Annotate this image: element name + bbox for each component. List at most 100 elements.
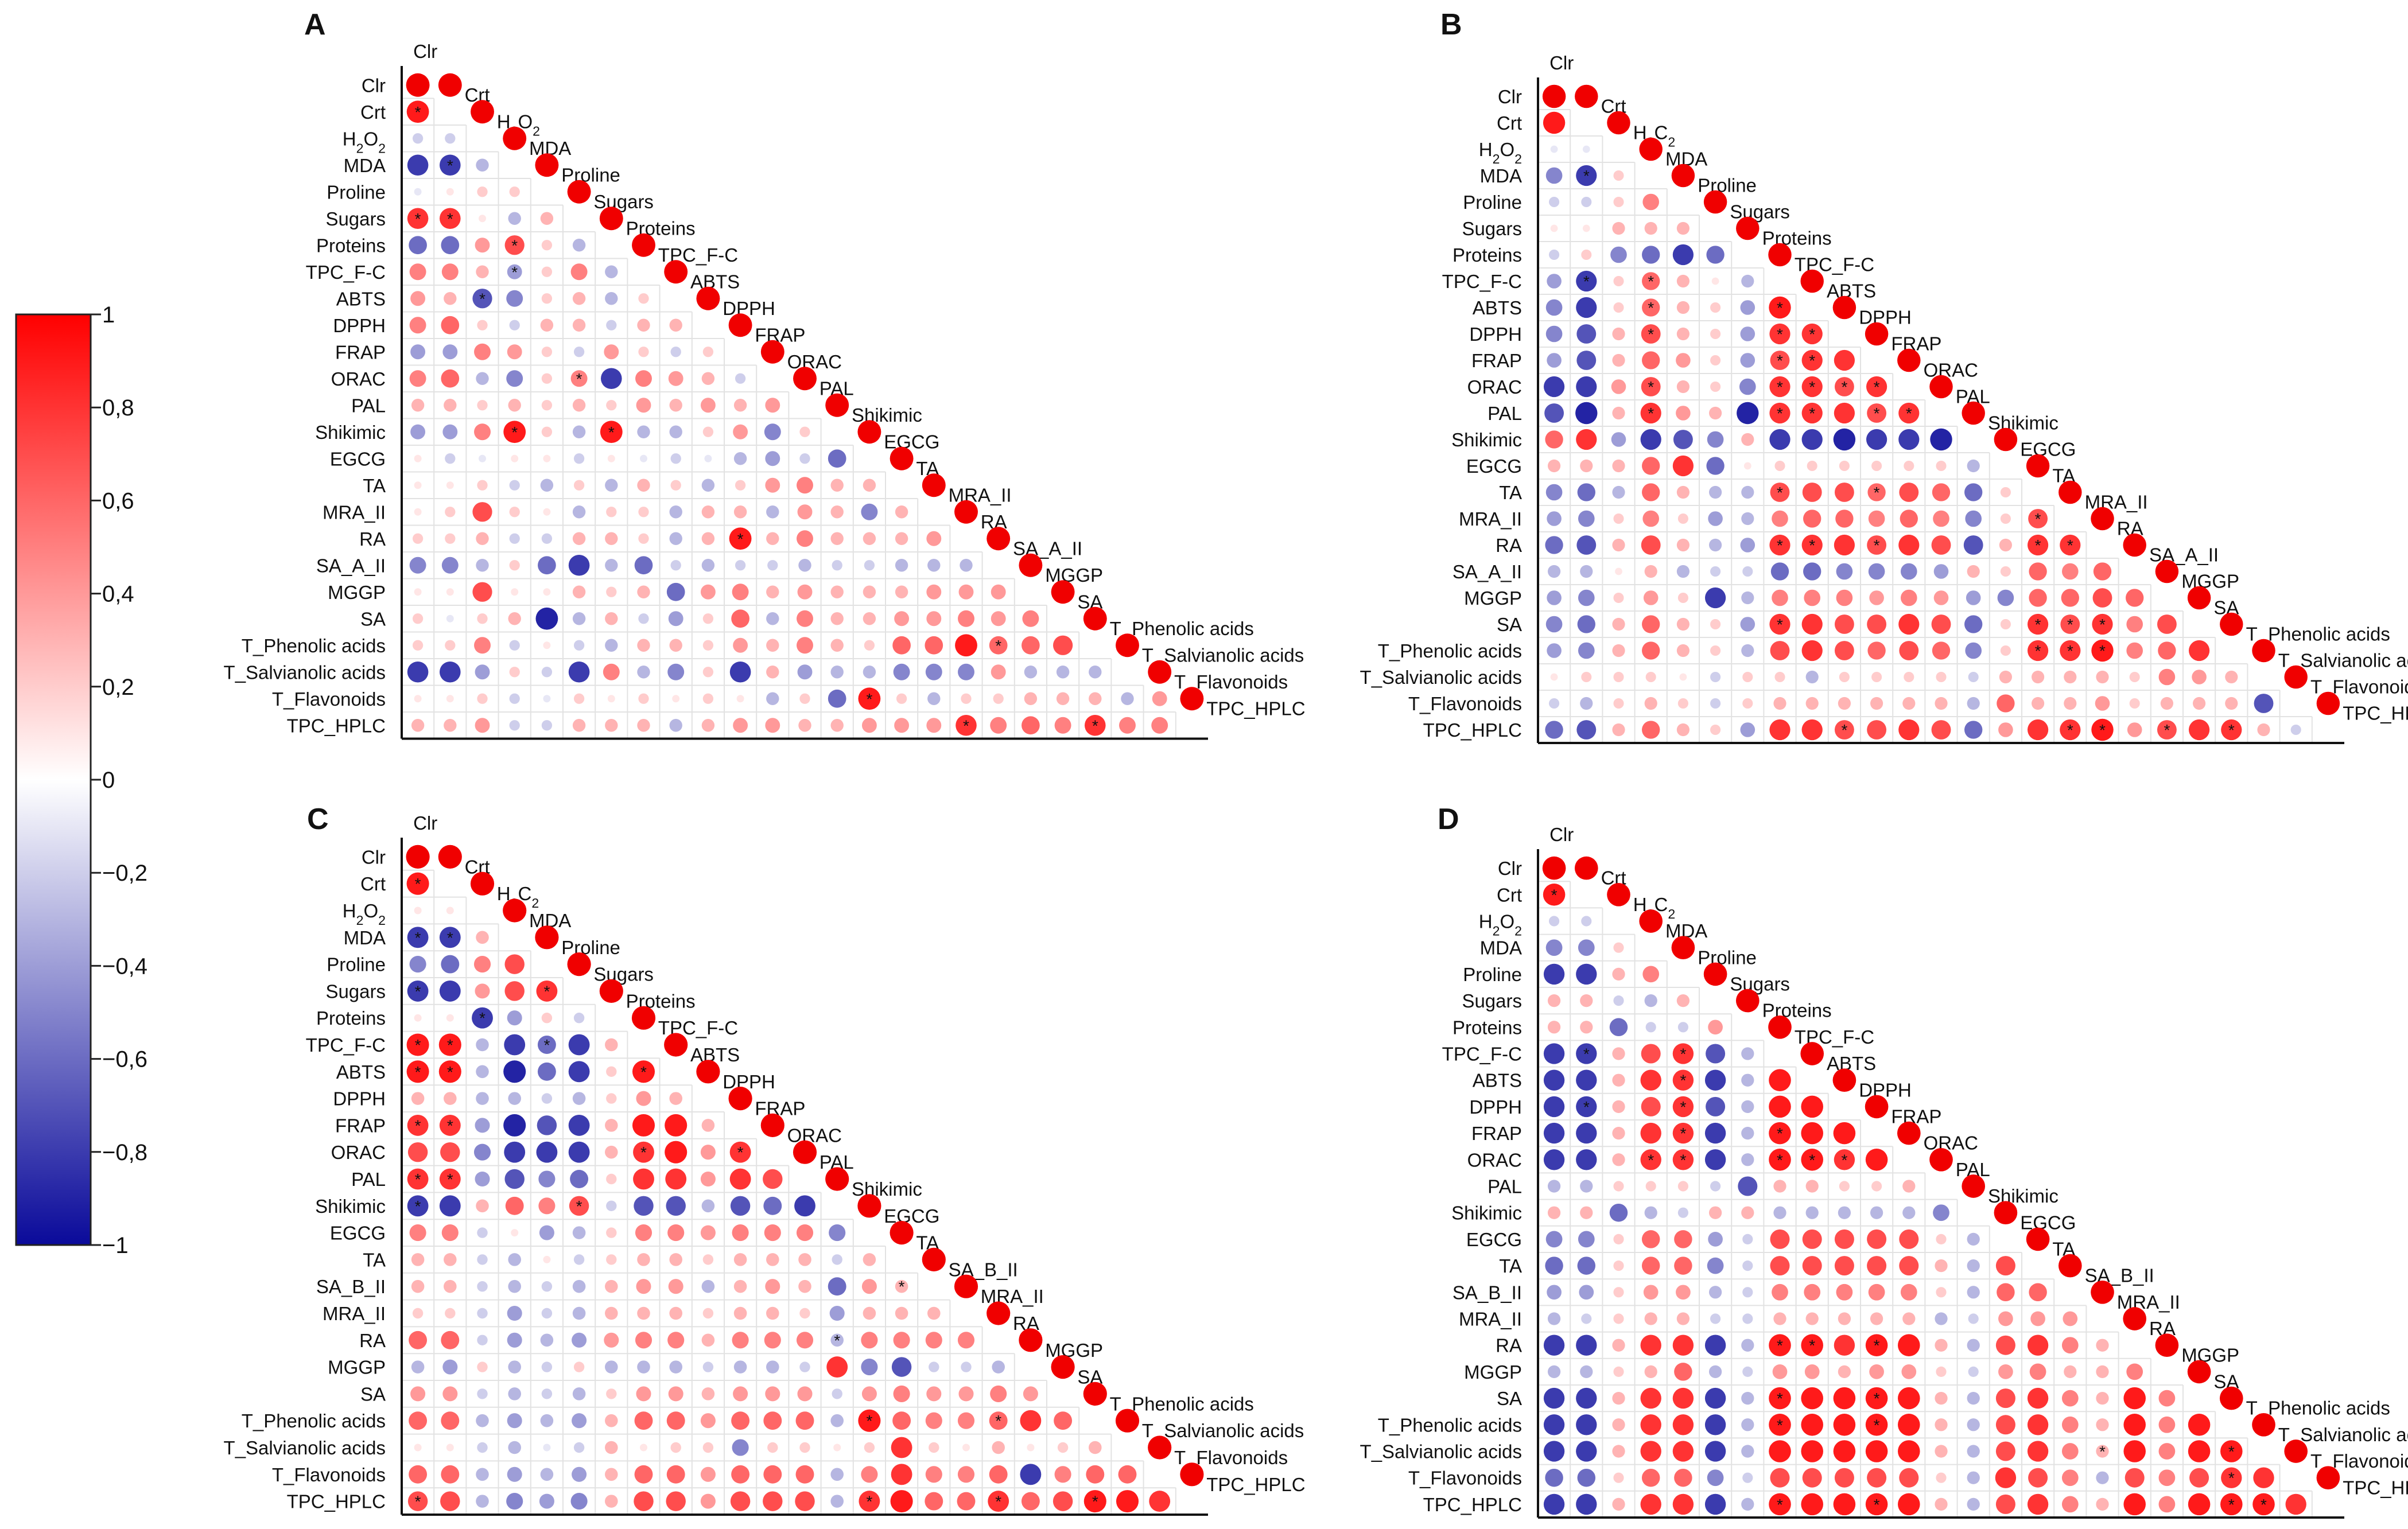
correlation-mark: [1995, 1467, 2017, 1488]
color-legend: 10,80,60,40,20−0,2−0,4−0,6−0,8−1: [15, 302, 147, 1258]
row-label: MGGP: [1464, 588, 1522, 609]
correlation-mark: [441, 316, 460, 334]
correlation-mark: [893, 1332, 910, 1349]
correlation-mark: [2000, 618, 2011, 630]
correlation-mark: [414, 1014, 422, 1022]
correlation-mark: [503, 421, 526, 443]
correlation-mark: [1741, 1445, 1754, 1458]
correlation-mark: [832, 560, 842, 571]
correlation-mark: [2027, 1493, 2049, 1515]
diagonal-label: Sugars: [1730, 201, 1790, 223]
correlation-mark: [406, 1033, 429, 1056]
correlation-mark: [1834, 534, 1855, 556]
correlation-mark: [797, 584, 813, 600]
correlation-mark: [864, 560, 875, 571]
correlation-mark: [925, 1412, 942, 1429]
row-label: H2O2: [1479, 911, 1522, 939]
correlation-mark: [509, 560, 520, 571]
correlation-mark: [1770, 1468, 1790, 1488]
significance-star: *: [1551, 886, 1558, 904]
correlation-mark: [638, 293, 649, 304]
correlation-mark: [1865, 1334, 1888, 1356]
correlation-mark: [765, 718, 780, 733]
significance-star: *: [415, 210, 421, 228]
correlation-mark: [477, 1388, 488, 1399]
diagonal-mark: [535, 153, 559, 177]
correlation-mark: [572, 719, 586, 732]
correlation-mark: [439, 1168, 461, 1190]
correlation-mark: [729, 527, 752, 550]
correlation-mark: [1898, 1414, 1920, 1436]
correlation-mark: [2061, 1337, 2079, 1354]
correlation-mark: [1672, 244, 1694, 266]
correlation-mark: [444, 719, 457, 732]
correlation-mark: [1770, 1256, 1790, 1276]
correlation-mark: [925, 1492, 943, 1511]
diagonal-mark: [2123, 1307, 2147, 1330]
diagonal-mark: [503, 898, 527, 923]
correlation-mark: [1544, 403, 1564, 423]
correlation-mark: [637, 1306, 650, 1320]
correlation-mark: [1869, 590, 1884, 605]
correlation-mark: [1613, 1260, 1624, 1271]
correlation-mark: [1612, 406, 1625, 420]
correlation-mark: [2032, 697, 2045, 710]
correlation-mark: [666, 582, 685, 601]
correlation-mark: [605, 1279, 618, 1293]
correlation-mark: [605, 1441, 618, 1454]
correlation-mark: [1054, 717, 1071, 734]
correlation-mark: [504, 1034, 526, 1056]
row-label: PAL: [351, 1169, 386, 1190]
row-label: ABTS: [336, 288, 386, 309]
correlation-mark: [796, 1224, 814, 1242]
correlation-mark: [605, 1145, 618, 1159]
correlation-mark: [701, 1333, 715, 1347]
correlation-mark: [606, 1227, 617, 1238]
correlation-mark: [2060, 534, 2081, 556]
correlation-mark: [2064, 697, 2077, 710]
correlation-mark: [541, 1012, 553, 1024]
column-label: Clr: [413, 812, 437, 834]
legend-tick-label: 0,4: [102, 582, 134, 607]
correlation-mark: [1672, 1069, 1694, 1091]
correlation-mark: [1676, 327, 1690, 341]
correlation-mark: [1871, 460, 1882, 472]
row-label: DPPH: [333, 1088, 386, 1110]
correlation-mark: [541, 240, 553, 251]
correlation-mark: [1027, 1444, 1035, 1452]
correlation-mark: [507, 344, 522, 360]
correlation-mark: [477, 400, 488, 411]
correlation-mark: [700, 1225, 716, 1240]
correlation-mark: [446, 188, 454, 196]
correlation-mark: [607, 454, 615, 462]
significance-star: *: [1648, 378, 1654, 396]
significance-star: *: [1092, 1493, 1098, 1511]
row-label: DPPH: [1469, 1096, 1522, 1118]
correlation-mark: [732, 1439, 749, 1456]
correlation-mark: [962, 1444, 970, 1452]
correlation-mark: [477, 1335, 488, 1346]
significance-star: *: [1809, 536, 1815, 554]
correlation-mark: [1737, 402, 1759, 425]
correlation-mark: [407, 927, 429, 948]
correlation-mark: [895, 505, 908, 519]
correlation-mark: [1613, 196, 1624, 208]
correlation-mark: [1578, 939, 1595, 956]
row-label: TPC_F-C: [1442, 271, 1522, 292]
correlation-mark: [573, 1254, 585, 1265]
correlation-mark: [766, 1360, 779, 1374]
legend-colorbar: [15, 313, 92, 1246]
correlation-mark: [1870, 1206, 1883, 1219]
correlation-mark: [701, 1119, 715, 1132]
significance-star: *: [1809, 378, 1815, 396]
diagonal-mark: [2284, 1439, 2308, 1463]
correlation-mark: [637, 1253, 650, 1266]
correlation-mark: [1116, 1490, 1139, 1513]
correlation-mark: [1022, 716, 1040, 735]
correlation-mark: [1769, 296, 1791, 319]
correlation-mark: [637, 318, 650, 332]
diagonal-label: ORAC: [1924, 360, 1978, 381]
correlation-mark: [2027, 1387, 2049, 1409]
correlation-mark: [1578, 642, 1595, 659]
diagonal-mark: [986, 527, 1011, 551]
